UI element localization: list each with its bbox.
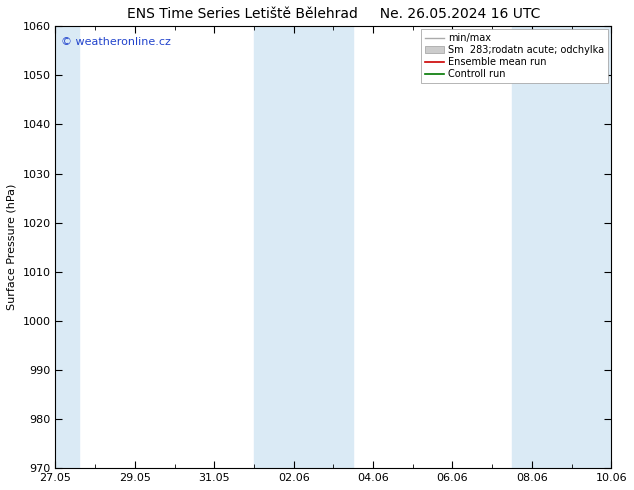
Bar <box>254 26 314 468</box>
Bar <box>512 26 552 468</box>
Legend: min/max, Sm  283;rodatn acute; odchylka, Ensemble mean run, Controll run: min/max, Sm 283;rodatn acute; odchylka, … <box>421 29 609 83</box>
Bar <box>314 26 353 468</box>
Y-axis label: Surface Pressure (hPa): Surface Pressure (hPa) <box>7 184 17 311</box>
Bar <box>56 26 79 468</box>
Text: © weatheronline.cz: © weatheronline.cz <box>61 37 171 48</box>
Title: ENS Time Series Letiště Bělehrad     Ne. 26.05.2024 16 UTC: ENS Time Series Letiště Bělehrad Ne. 26.… <box>127 7 540 21</box>
Bar <box>552 26 611 468</box>
